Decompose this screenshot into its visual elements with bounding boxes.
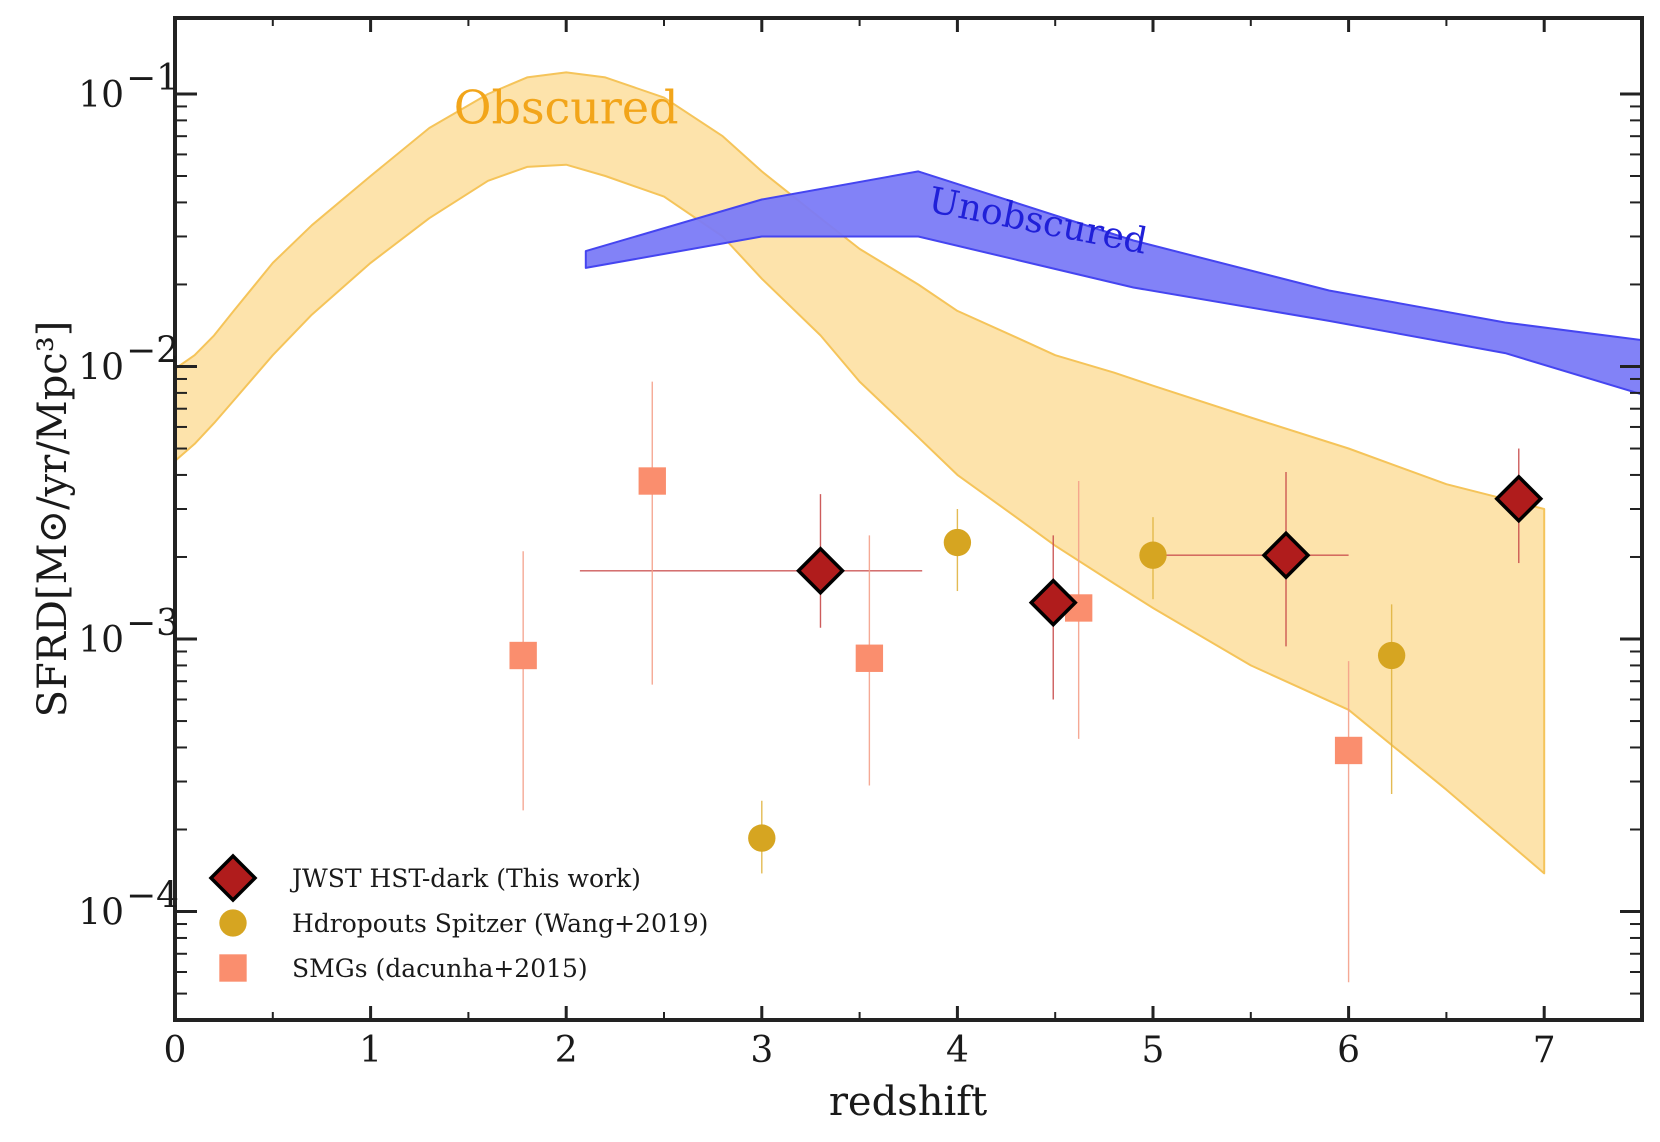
marker-square-s2-p2 xyxy=(855,644,884,672)
x-tick-label-4: 4 xyxy=(946,1030,969,1071)
plot-frame xyxy=(173,16,1644,1022)
marker-square-s2-p0 xyxy=(509,641,537,670)
x-axis-label: redshift xyxy=(829,1079,987,1125)
marker-layer xyxy=(509,467,1544,852)
marker-diamond-s0-p1 xyxy=(1028,578,1078,628)
y-tick-labels: 10−410−310−210−1 xyxy=(78,58,179,934)
marker-diamond-s0-p2 xyxy=(1261,530,1311,580)
legend-marker-1 xyxy=(219,909,247,937)
x-tick-label-6: 6 xyxy=(1337,1030,1360,1071)
y-tick-label-1: 10 −3 xyxy=(78,603,179,661)
x-tick-label-7: 7 xyxy=(1533,1030,1556,1071)
marker-diamond-s0-p0 xyxy=(796,546,845,596)
x-tick-label-5: 5 xyxy=(1142,1030,1165,1071)
x-tick-label-0: 0 xyxy=(164,1030,187,1071)
y-tick-label-base-1: 10 xyxy=(78,620,124,661)
y-tick-label-exp-1: −3 xyxy=(126,603,179,644)
marker-square-s2-p4 xyxy=(1334,736,1363,765)
band-label-obscured: Obscured xyxy=(454,80,679,134)
y-tick-label-0: 10 −4 xyxy=(78,876,179,934)
legend-marker-0 xyxy=(208,853,258,903)
legend-marker-2 xyxy=(219,954,247,982)
y-tick-label-base-0: 10 xyxy=(78,893,124,934)
marker-diamond-s0-p3 xyxy=(1494,474,1544,524)
legend-label-1: Hdropouts Spitzer (Wang+2019) xyxy=(292,909,708,938)
band-obscured xyxy=(175,71,1546,875)
y-tick-label-base-2: 10 xyxy=(78,347,124,388)
y-tick-label-exp-3: −1 xyxy=(126,58,179,99)
band-unobscured xyxy=(584,170,1642,396)
y-tick-label-base-3: 10 xyxy=(78,75,124,116)
x-tick-label-3: 3 xyxy=(750,1030,773,1071)
x-tick-label-2: 2 xyxy=(555,1030,578,1071)
y-tick-label-exp-0: −4 xyxy=(126,876,179,917)
marker-circle-s1-p0 xyxy=(748,824,776,852)
marker-circle-s1-p1 xyxy=(943,528,972,557)
legend-label-2: SMGs (dacunha+2015) xyxy=(292,954,588,983)
marker-circle-s1-p3 xyxy=(1377,641,1406,670)
marker-square-s2-p1 xyxy=(638,467,666,495)
marker-circle-s1-p2 xyxy=(1139,541,1167,569)
legend-label-0: JWST HST-dark (This work) xyxy=(289,864,641,893)
y-axis-label: SFRD[M⊙/yr/Mpc³] xyxy=(30,321,76,718)
x-tick-label-1: 1 xyxy=(359,1030,382,1071)
y-tick-label-exp-2: −2 xyxy=(126,330,179,371)
legend: JWST HST-dark (This work) Hdropouts Spitz… xyxy=(208,853,708,983)
y-tick-label-3: 10 −1 xyxy=(78,58,179,116)
y-tick-label-2: 10 −2 xyxy=(78,330,179,388)
x-tick-labels: 0 1 2 3 4 5 6 7 xyxy=(164,1030,1556,1071)
